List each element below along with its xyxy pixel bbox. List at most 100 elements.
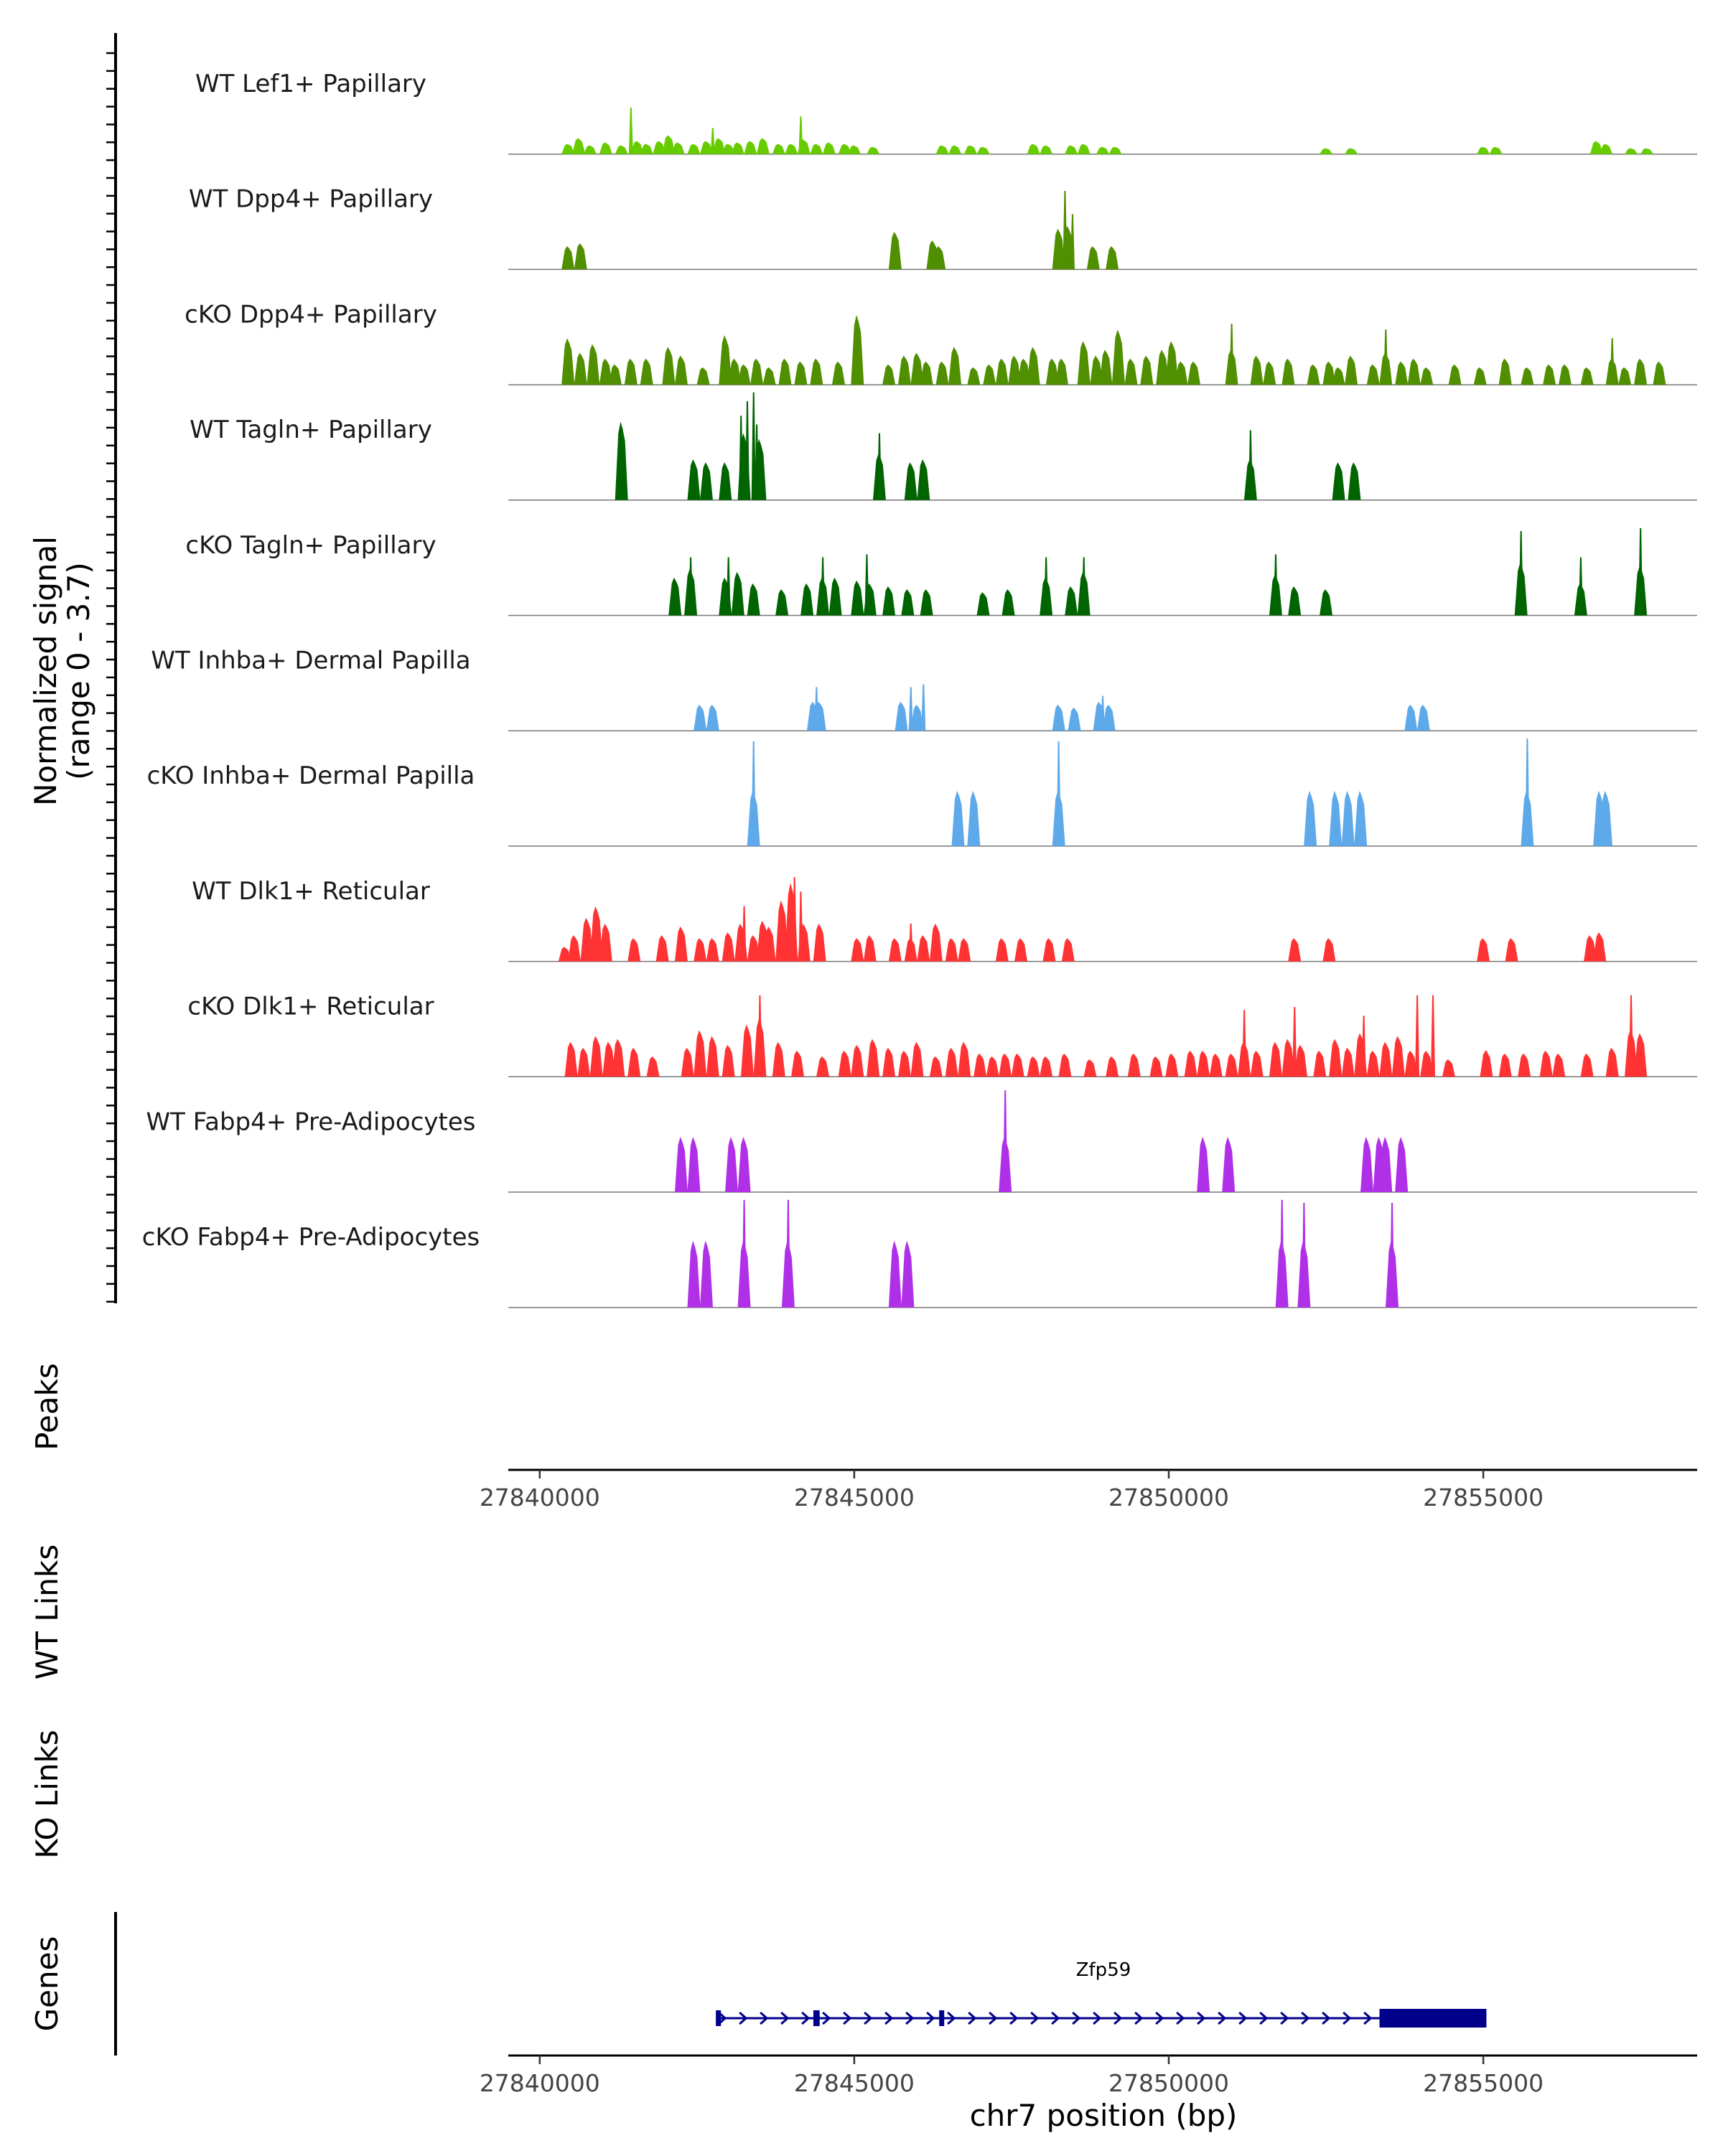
track-label: WT Dpp4+ Papillary: [189, 185, 433, 214]
signal-peak: [1068, 707, 1081, 731]
signal-peak: [867, 1039, 880, 1077]
signal-spike: [1525, 738, 1530, 846]
signal-peak: [999, 1053, 1012, 1077]
gene-strand-arrow: [1093, 2011, 1102, 2025]
signal-peak: [589, 906, 603, 962]
gene-strand-arrow: [1072, 2011, 1081, 2025]
signal-peak: [1395, 1136, 1409, 1192]
signal-peak: [810, 144, 823, 154]
signal-peak: [1322, 361, 1336, 385]
signal-peak: [1404, 704, 1418, 731]
signal-peak: [694, 938, 707, 962]
signal-peak: [1065, 586, 1078, 616]
signal-peak: [935, 145, 949, 154]
signal-peak: [1599, 790, 1612, 846]
gene-strand-arrow: [1238, 2011, 1248, 2025]
gene-strand-arrow: [1280, 2011, 1289, 2025]
signal-peak: [851, 938, 864, 962]
gene-strand-arrow: [822, 2011, 831, 2025]
track-wt-tagln-papillary: WT Tagln+ Papillary: [190, 392, 1697, 501]
signal-peak: [706, 1036, 719, 1077]
signal-peak: [694, 1030, 707, 1077]
signal-peak: [1008, 355, 1022, 385]
signal-spike: [908, 687, 913, 731]
gene-strand-arrow: [801, 2011, 811, 2025]
signal-peak: [1304, 790, 1317, 846]
signal-spike: [688, 557, 694, 616]
signal-peak: [1404, 1050, 1418, 1077]
signal-peak: [1518, 1053, 1531, 1077]
genes-x-axis: 27840000 27845000 27850000 27855000: [480, 2056, 1544, 2097]
signal-peak: [772, 1041, 785, 1077]
signal-peak: [1320, 148, 1333, 154]
signal-peak: [1605, 1047, 1619, 1077]
signal-peak: [882, 586, 896, 616]
signal-peak: [785, 144, 798, 154]
signal-peak: [1055, 358, 1069, 385]
signal-peak: [1165, 341, 1179, 385]
signal-peak: [945, 1047, 958, 1077]
signal-spike: [798, 116, 803, 154]
signal-peak: [1420, 367, 1434, 385]
signal-peak: [712, 138, 726, 154]
signal-peak: [662, 347, 676, 385]
signal-peak: [910, 704, 924, 731]
signal-peak: [558, 947, 571, 962]
gene-strand-arrow: [947, 2011, 956, 2025]
signal-spike: [1610, 338, 1615, 385]
signal-peak: [722, 144, 735, 154]
signal-spike: [751, 741, 756, 846]
signal-peak: [851, 580, 864, 616]
genes-x-axis-tick-label: 27850000: [1108, 2069, 1229, 2097]
wt-links-panel-label: WT Links: [29, 1545, 65, 1679]
signal-peak: [1442, 1059, 1455, 1077]
signal-peak: [1473, 367, 1487, 385]
x-axis-title: chr7 position (bp): [970, 2098, 1238, 2133]
signal-peak: [976, 592, 990, 616]
signal-peak: [945, 938, 958, 962]
signal-peak: [1281, 1039, 1295, 1077]
signal-peak: [1225, 1053, 1238, 1077]
track-label: cKO Inhba+ Dermal Papilla: [147, 761, 475, 790]
signal-peak: [1052, 704, 1065, 731]
signal-peak: [967, 790, 981, 846]
signal-peak: [1332, 462, 1345, 500]
signal-peak: [747, 935, 760, 962]
gene-strand-arrow: [1051, 2011, 1060, 2025]
track-label: WT Tagln+ Papillary: [190, 416, 432, 444]
signal-peak: [1498, 358, 1512, 385]
signal-peak: [1106, 1056, 1119, 1077]
signal-spike: [742, 906, 747, 962]
signal-spike: [755, 424, 760, 500]
signal-spike: [1629, 995, 1633, 1077]
gene-strand-arrow: [884, 2011, 894, 2025]
gene-strand-arrow: [739, 2011, 748, 2025]
signal-peak: [838, 1050, 851, 1077]
signal-peak: [1348, 462, 1361, 500]
signal-spike: [1279, 1199, 1284, 1308]
signal-peak: [731, 571, 744, 616]
gene-strand-arrow: [1343, 2011, 1352, 2025]
signal-peak: [995, 938, 1009, 962]
signal-peak: [1580, 367, 1594, 385]
signal-peak: [1027, 347, 1040, 385]
signal-peak: [948, 145, 962, 154]
signal-peak: [888, 938, 902, 962]
signal-peak: [1102, 704, 1116, 731]
signal-peak: [630, 141, 644, 154]
signal-peak: [706, 704, 719, 731]
gene-strand-arrow: [1113, 2011, 1123, 2025]
signal-peak: [778, 358, 792, 385]
signal-spike: [814, 687, 819, 731]
signal-peak: [1625, 148, 1638, 154]
signal-peak: [1294, 1044, 1307, 1077]
signal-peak: [1090, 355, 1103, 385]
signal-spike: [1063, 190, 1068, 270]
signal-peak: [1634, 358, 1648, 385]
signal-peak: [1332, 367, 1345, 385]
signal-spike: [908, 923, 913, 962]
signal-peak: [1209, 1053, 1223, 1077]
signal-peak: [920, 361, 933, 385]
signal-peak: [910, 1041, 924, 1077]
